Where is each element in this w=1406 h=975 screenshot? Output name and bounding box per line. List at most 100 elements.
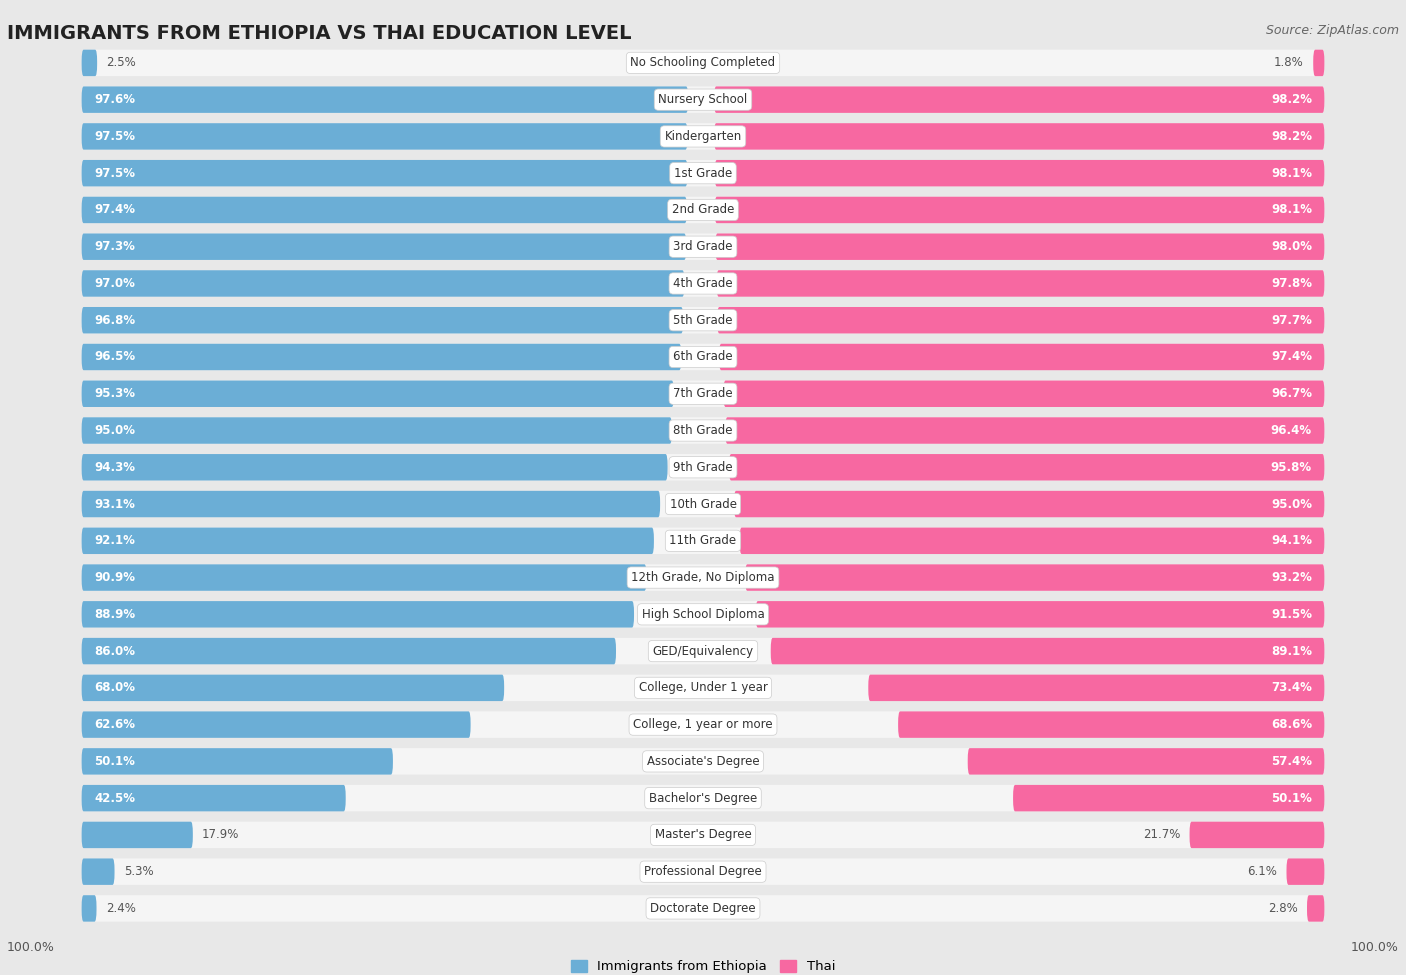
FancyBboxPatch shape [745, 565, 1324, 591]
Text: 50.1%: 50.1% [94, 755, 135, 768]
FancyBboxPatch shape [1014, 785, 1324, 811]
Text: 5.3%: 5.3% [124, 865, 153, 878]
FancyBboxPatch shape [1308, 895, 1324, 921]
Text: 97.4%: 97.4% [1271, 350, 1312, 364]
FancyBboxPatch shape [82, 712, 1324, 738]
Text: 62.6%: 62.6% [94, 719, 135, 731]
FancyBboxPatch shape [82, 638, 1324, 664]
FancyBboxPatch shape [82, 527, 654, 554]
Text: 96.4%: 96.4% [1271, 424, 1312, 437]
Text: 88.9%: 88.9% [94, 607, 135, 621]
FancyBboxPatch shape [82, 490, 661, 518]
Text: 96.7%: 96.7% [1271, 387, 1312, 401]
Text: 96.8%: 96.8% [94, 314, 135, 327]
FancyBboxPatch shape [82, 858, 114, 885]
Text: 90.9%: 90.9% [94, 571, 135, 584]
FancyBboxPatch shape [82, 233, 1324, 260]
FancyBboxPatch shape [82, 822, 1324, 848]
Text: 94.3%: 94.3% [94, 461, 135, 474]
Text: Bachelor's Degree: Bachelor's Degree [650, 792, 756, 804]
FancyBboxPatch shape [82, 123, 1324, 149]
FancyBboxPatch shape [1189, 822, 1324, 848]
Text: Doctorate Degree: Doctorate Degree [650, 902, 756, 915]
Text: 17.9%: 17.9% [202, 829, 239, 841]
FancyBboxPatch shape [82, 638, 616, 664]
FancyBboxPatch shape [82, 822, 193, 848]
Text: No Schooling Completed: No Schooling Completed [630, 57, 776, 69]
Text: 91.5%: 91.5% [1271, 607, 1312, 621]
Text: 94.1%: 94.1% [1271, 534, 1312, 547]
Text: 2.5%: 2.5% [107, 57, 136, 69]
FancyBboxPatch shape [82, 895, 97, 921]
Text: 95.3%: 95.3% [94, 387, 135, 401]
Text: 8th Grade: 8th Grade [673, 424, 733, 437]
Text: 9th Grade: 9th Grade [673, 461, 733, 474]
Text: 1st Grade: 1st Grade [673, 167, 733, 179]
Text: 12th Grade, No Diploma: 12th Grade, No Diploma [631, 571, 775, 584]
FancyBboxPatch shape [740, 527, 1324, 554]
Text: IMMIGRANTS FROM ETHIOPIA VS THAI EDUCATION LEVEL: IMMIGRANTS FROM ETHIOPIA VS THAI EDUCATI… [7, 24, 631, 43]
Text: 4th Grade: 4th Grade [673, 277, 733, 290]
Text: 97.4%: 97.4% [94, 204, 135, 216]
FancyBboxPatch shape [82, 454, 668, 481]
Text: Associate's Degree: Associate's Degree [647, 755, 759, 768]
FancyBboxPatch shape [82, 233, 686, 260]
Text: 97.6%: 97.6% [94, 94, 135, 106]
FancyBboxPatch shape [717, 270, 1324, 296]
Text: 2.8%: 2.8% [1268, 902, 1298, 915]
FancyBboxPatch shape [82, 270, 685, 296]
FancyBboxPatch shape [718, 344, 1324, 370]
Text: 93.2%: 93.2% [1271, 571, 1312, 584]
Text: 96.5%: 96.5% [94, 350, 135, 364]
Text: 98.0%: 98.0% [1271, 240, 1312, 254]
Legend: Immigrants from Ethiopia, Thai: Immigrants from Ethiopia, Thai [565, 955, 841, 975]
FancyBboxPatch shape [82, 50, 97, 76]
Text: Kindergarten: Kindergarten [665, 130, 741, 143]
FancyBboxPatch shape [82, 87, 688, 113]
Text: 93.1%: 93.1% [94, 497, 135, 511]
Text: 98.2%: 98.2% [1271, 94, 1312, 106]
Text: Nursery School: Nursery School [658, 94, 748, 106]
FancyBboxPatch shape [898, 712, 1324, 738]
Text: Source: ZipAtlas.com: Source: ZipAtlas.com [1265, 24, 1399, 37]
FancyBboxPatch shape [82, 565, 1324, 591]
Text: 73.4%: 73.4% [1271, 682, 1312, 694]
Text: 42.5%: 42.5% [94, 792, 135, 804]
FancyBboxPatch shape [82, 307, 683, 333]
FancyBboxPatch shape [82, 380, 673, 407]
Text: 68.0%: 68.0% [94, 682, 135, 694]
FancyBboxPatch shape [716, 233, 1324, 260]
Text: 21.7%: 21.7% [1143, 829, 1180, 841]
FancyBboxPatch shape [82, 160, 688, 186]
Text: 7th Grade: 7th Grade [673, 387, 733, 401]
FancyBboxPatch shape [82, 490, 1324, 518]
FancyBboxPatch shape [756, 602, 1324, 628]
Text: 68.6%: 68.6% [1271, 719, 1312, 731]
Text: 6.1%: 6.1% [1247, 865, 1277, 878]
Text: 97.3%: 97.3% [94, 240, 135, 254]
FancyBboxPatch shape [724, 380, 1324, 407]
FancyBboxPatch shape [730, 454, 1324, 481]
FancyBboxPatch shape [82, 785, 1324, 811]
Text: 6th Grade: 6th Grade [673, 350, 733, 364]
FancyBboxPatch shape [82, 565, 647, 591]
FancyBboxPatch shape [82, 712, 471, 738]
Text: College, Under 1 year: College, Under 1 year [638, 682, 768, 694]
Text: 98.1%: 98.1% [1271, 167, 1312, 179]
FancyBboxPatch shape [714, 123, 1324, 149]
FancyBboxPatch shape [82, 748, 392, 774]
FancyBboxPatch shape [714, 160, 1324, 186]
FancyBboxPatch shape [82, 417, 1324, 444]
Text: 50.1%: 50.1% [1271, 792, 1312, 804]
FancyBboxPatch shape [82, 748, 1324, 774]
Text: 57.4%: 57.4% [1271, 755, 1312, 768]
Text: 97.7%: 97.7% [1271, 314, 1312, 327]
FancyBboxPatch shape [717, 307, 1324, 333]
FancyBboxPatch shape [82, 123, 688, 149]
Text: GED/Equivalency: GED/Equivalency [652, 644, 754, 657]
Text: 86.0%: 86.0% [94, 644, 135, 657]
FancyBboxPatch shape [734, 490, 1324, 518]
FancyBboxPatch shape [770, 638, 1324, 664]
FancyBboxPatch shape [714, 87, 1324, 113]
FancyBboxPatch shape [725, 417, 1324, 444]
